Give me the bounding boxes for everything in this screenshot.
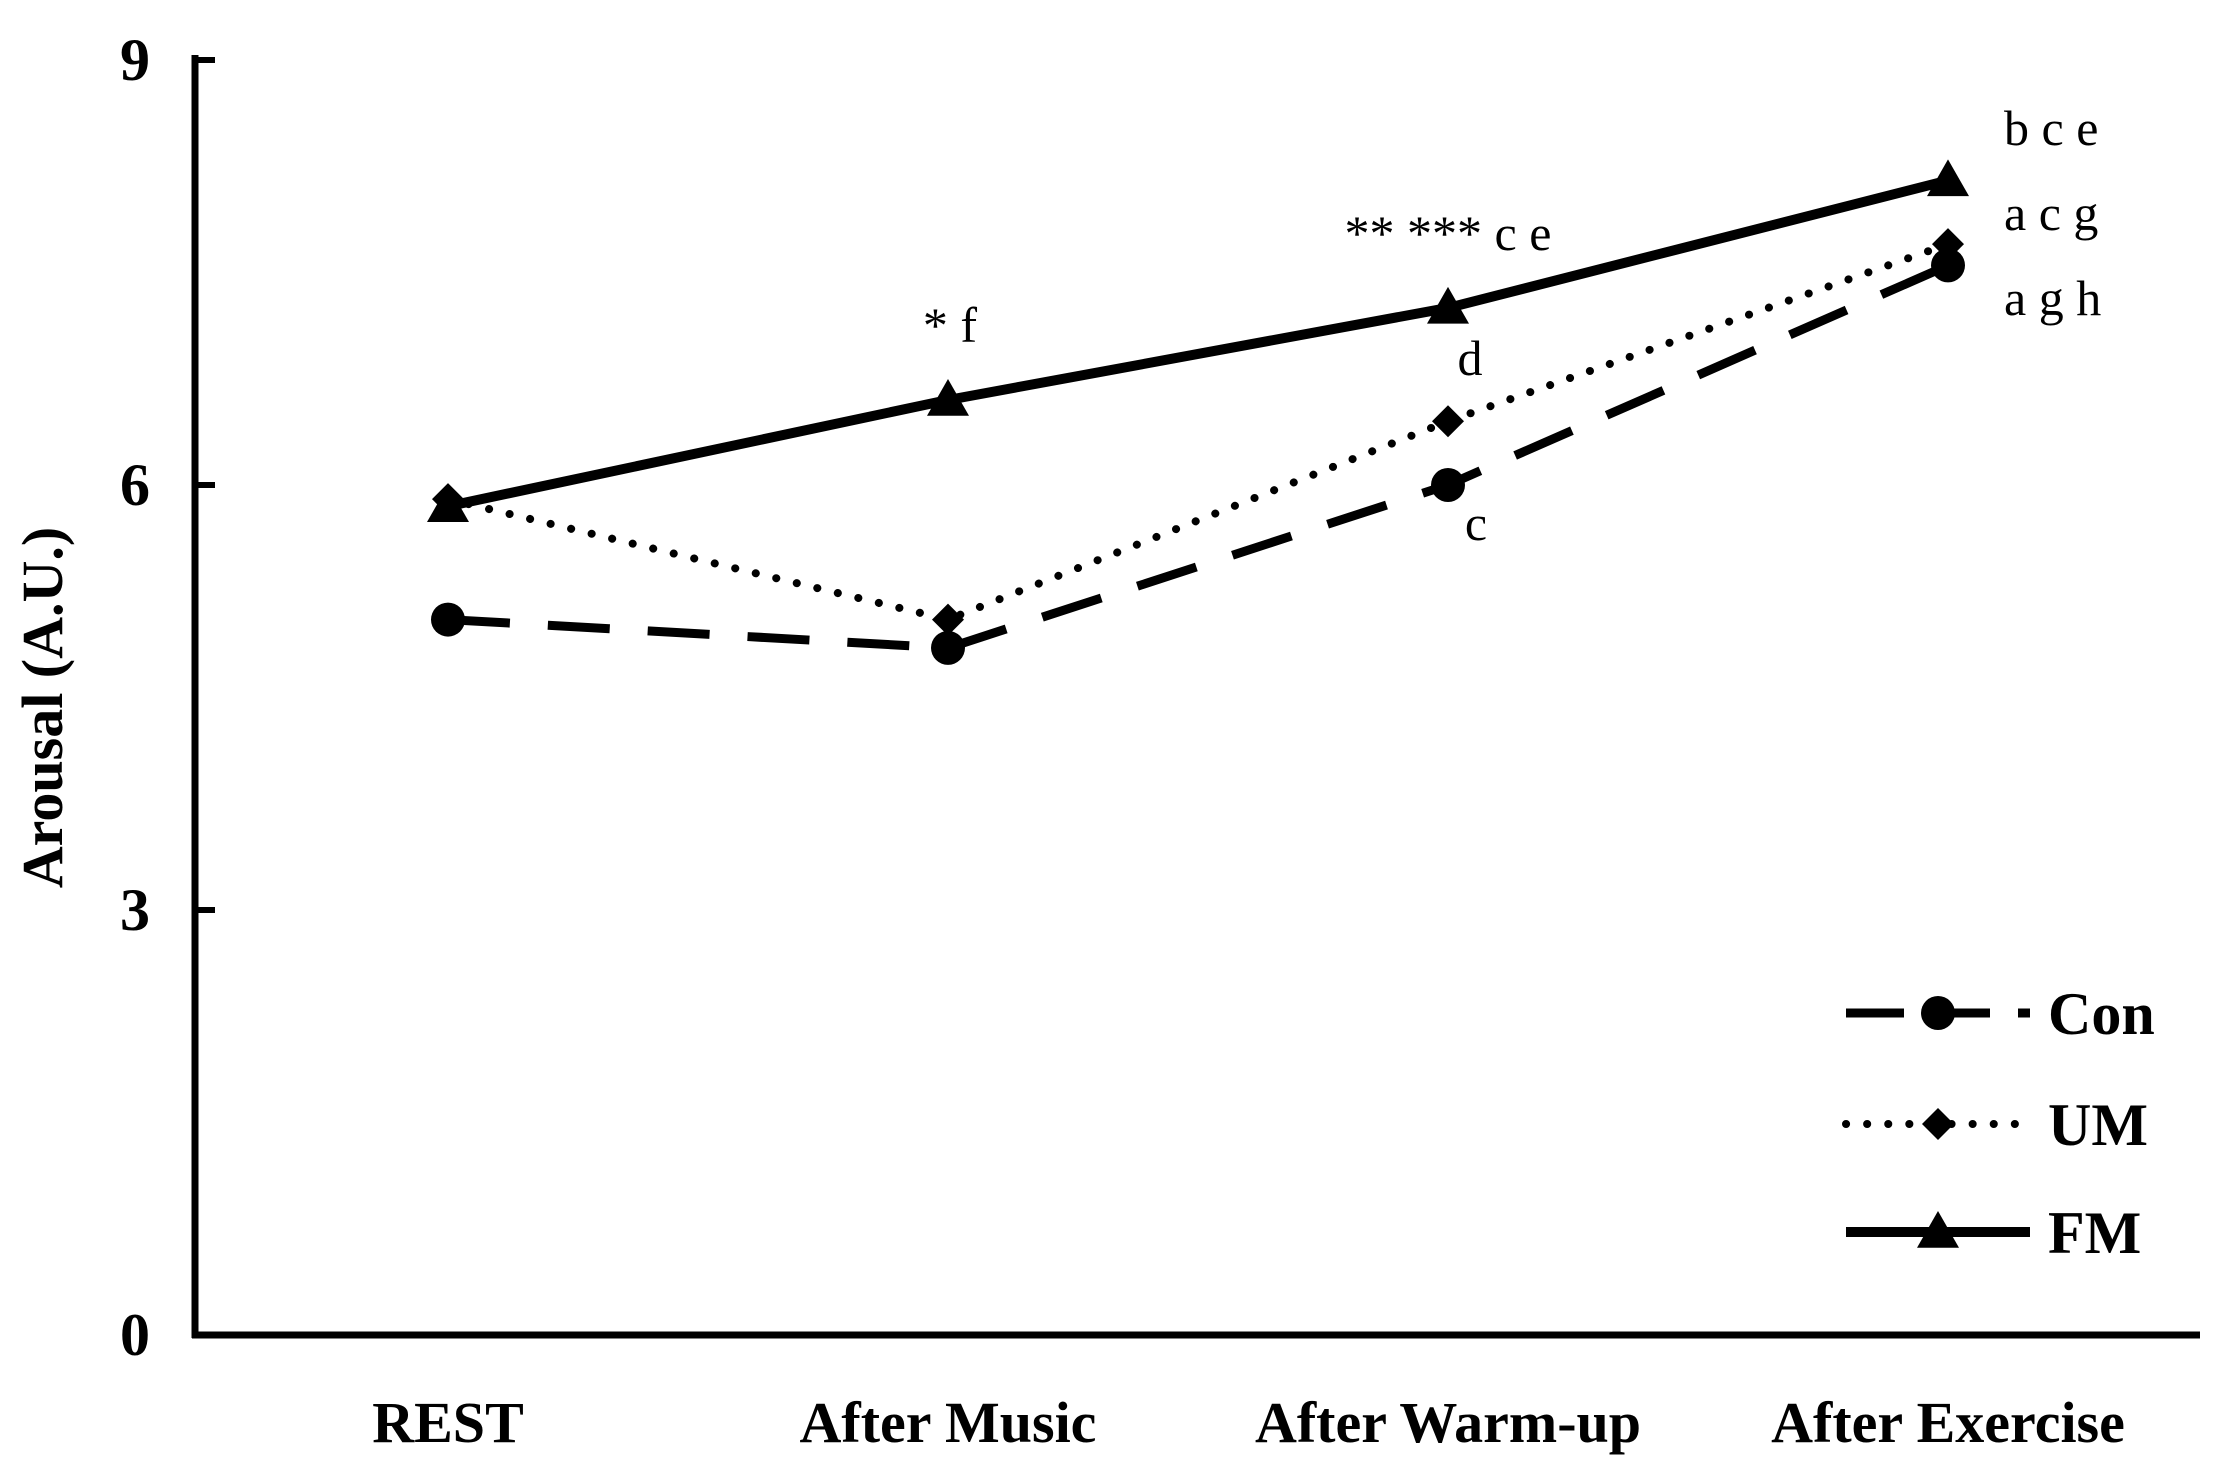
- data-point-con: [431, 602, 465, 637]
- legend-label: Con: [2048, 981, 2155, 1047]
- series-line-con: [447, 261, 1950, 653]
- data-point-con: [1931, 248, 1965, 283]
- data-point-fm: [927, 379, 969, 416]
- legend: Con UM FM: [1842, 981, 2155, 1266]
- data-point-con: [931, 630, 965, 665]
- x-tick-label: REST: [372, 1390, 524, 1455]
- annotation-layer: * f ** *** c e d c b c e a c g a g h: [923, 100, 2101, 551]
- legend-swatch-marker: [1922, 1108, 1954, 1140]
- series-um: [432, 228, 1964, 636]
- data-point-um: [1932, 228, 1964, 261]
- legend-label: UM: [2048, 1092, 2148, 1158]
- data-point-con: [1431, 468, 1465, 502]
- series-layer: [427, 159, 1969, 665]
- annotation-label: ** *** c e: [1345, 205, 1552, 261]
- series-con: [431, 248, 1965, 665]
- legend-label: FM: [2048, 1200, 2141, 1266]
- annotation-label: a c g: [2004, 185, 2098, 241]
- legend-entry-fm: FM: [1846, 1200, 2141, 1266]
- data-point-fm: [427, 485, 469, 522]
- x-tick-label: After Exercise: [1771, 1390, 2125, 1455]
- data-point-um: [1432, 405, 1464, 438]
- data-point-fm: [1427, 286, 1469, 324]
- y-axis-title: Arousal (A.U.): [10, 527, 75, 888]
- data-point-fm: [1927, 159, 1969, 197]
- annotation-label: * f: [923, 297, 978, 353]
- annotation-label: d: [1458, 330, 1483, 386]
- legend-entry-um: UM: [1842, 1092, 2148, 1158]
- x-tick-label: After Music: [800, 1390, 1097, 1455]
- data-point-um: [932, 603, 964, 636]
- annotation-label: c: [1465, 495, 1487, 551]
- annotation-label: b c e: [2004, 100, 2098, 156]
- axes: 0 3 6 9 REST After Music After Warm-up After Ex…: [10, 27, 2200, 1455]
- y-tick-label: 3: [120, 877, 150, 943]
- series-fm: [427, 159, 1969, 522]
- series-line-fm: [446, 175, 1950, 512]
- x-tick-label: After Warm-up: [1255, 1390, 1641, 1455]
- legend-swatch-marker: [1917, 1211, 1959, 1248]
- y-tick-label: 6: [120, 452, 150, 518]
- legend-entry-con: Con: [1846, 981, 2155, 1047]
- annotation-label: a g h: [2004, 270, 2101, 326]
- y-tick-label: 9: [120, 27, 150, 93]
- y-tick-label: 0: [120, 1302, 150, 1368]
- series-line-um: [444, 240, 1952, 624]
- legend-swatch-marker: [1921, 996, 1955, 1030]
